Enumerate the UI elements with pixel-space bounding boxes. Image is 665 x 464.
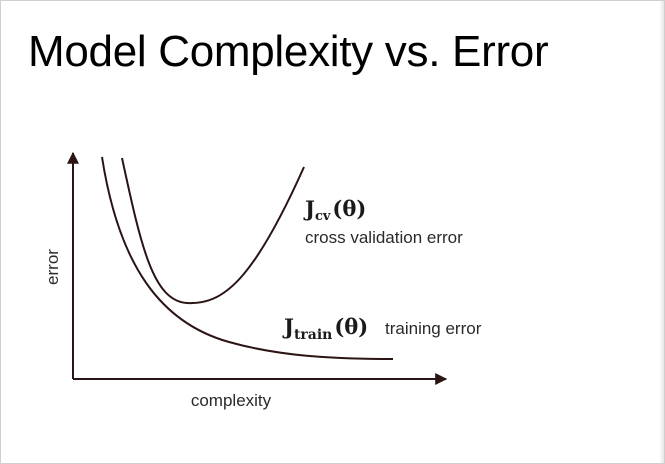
x-axis-label: complexity [191,391,272,410]
cv-symbol: Jcv(θ) [303,196,366,224]
training-error-curve [101,156,394,360]
train-symbol-arg: (θ) [334,314,368,339]
train-symbol-sub: train [294,327,332,343]
train-description: training error [385,319,482,338]
train-symbol: Jtrain(θ) [282,314,368,343]
y-axis-label: error [43,249,62,285]
slide-title: Model Complexity vs. Error [28,27,549,76]
cv-symbol-sub: cv [315,209,331,224]
cv-symbol-main: J [303,196,315,221]
train-symbol-main: J [282,314,294,339]
cv-symbol-arg: (θ) [332,196,366,221]
cv-description: cross validation error [305,228,463,247]
cv-error-curve [121,157,305,305]
slide-edge-shadow [659,1,664,463]
